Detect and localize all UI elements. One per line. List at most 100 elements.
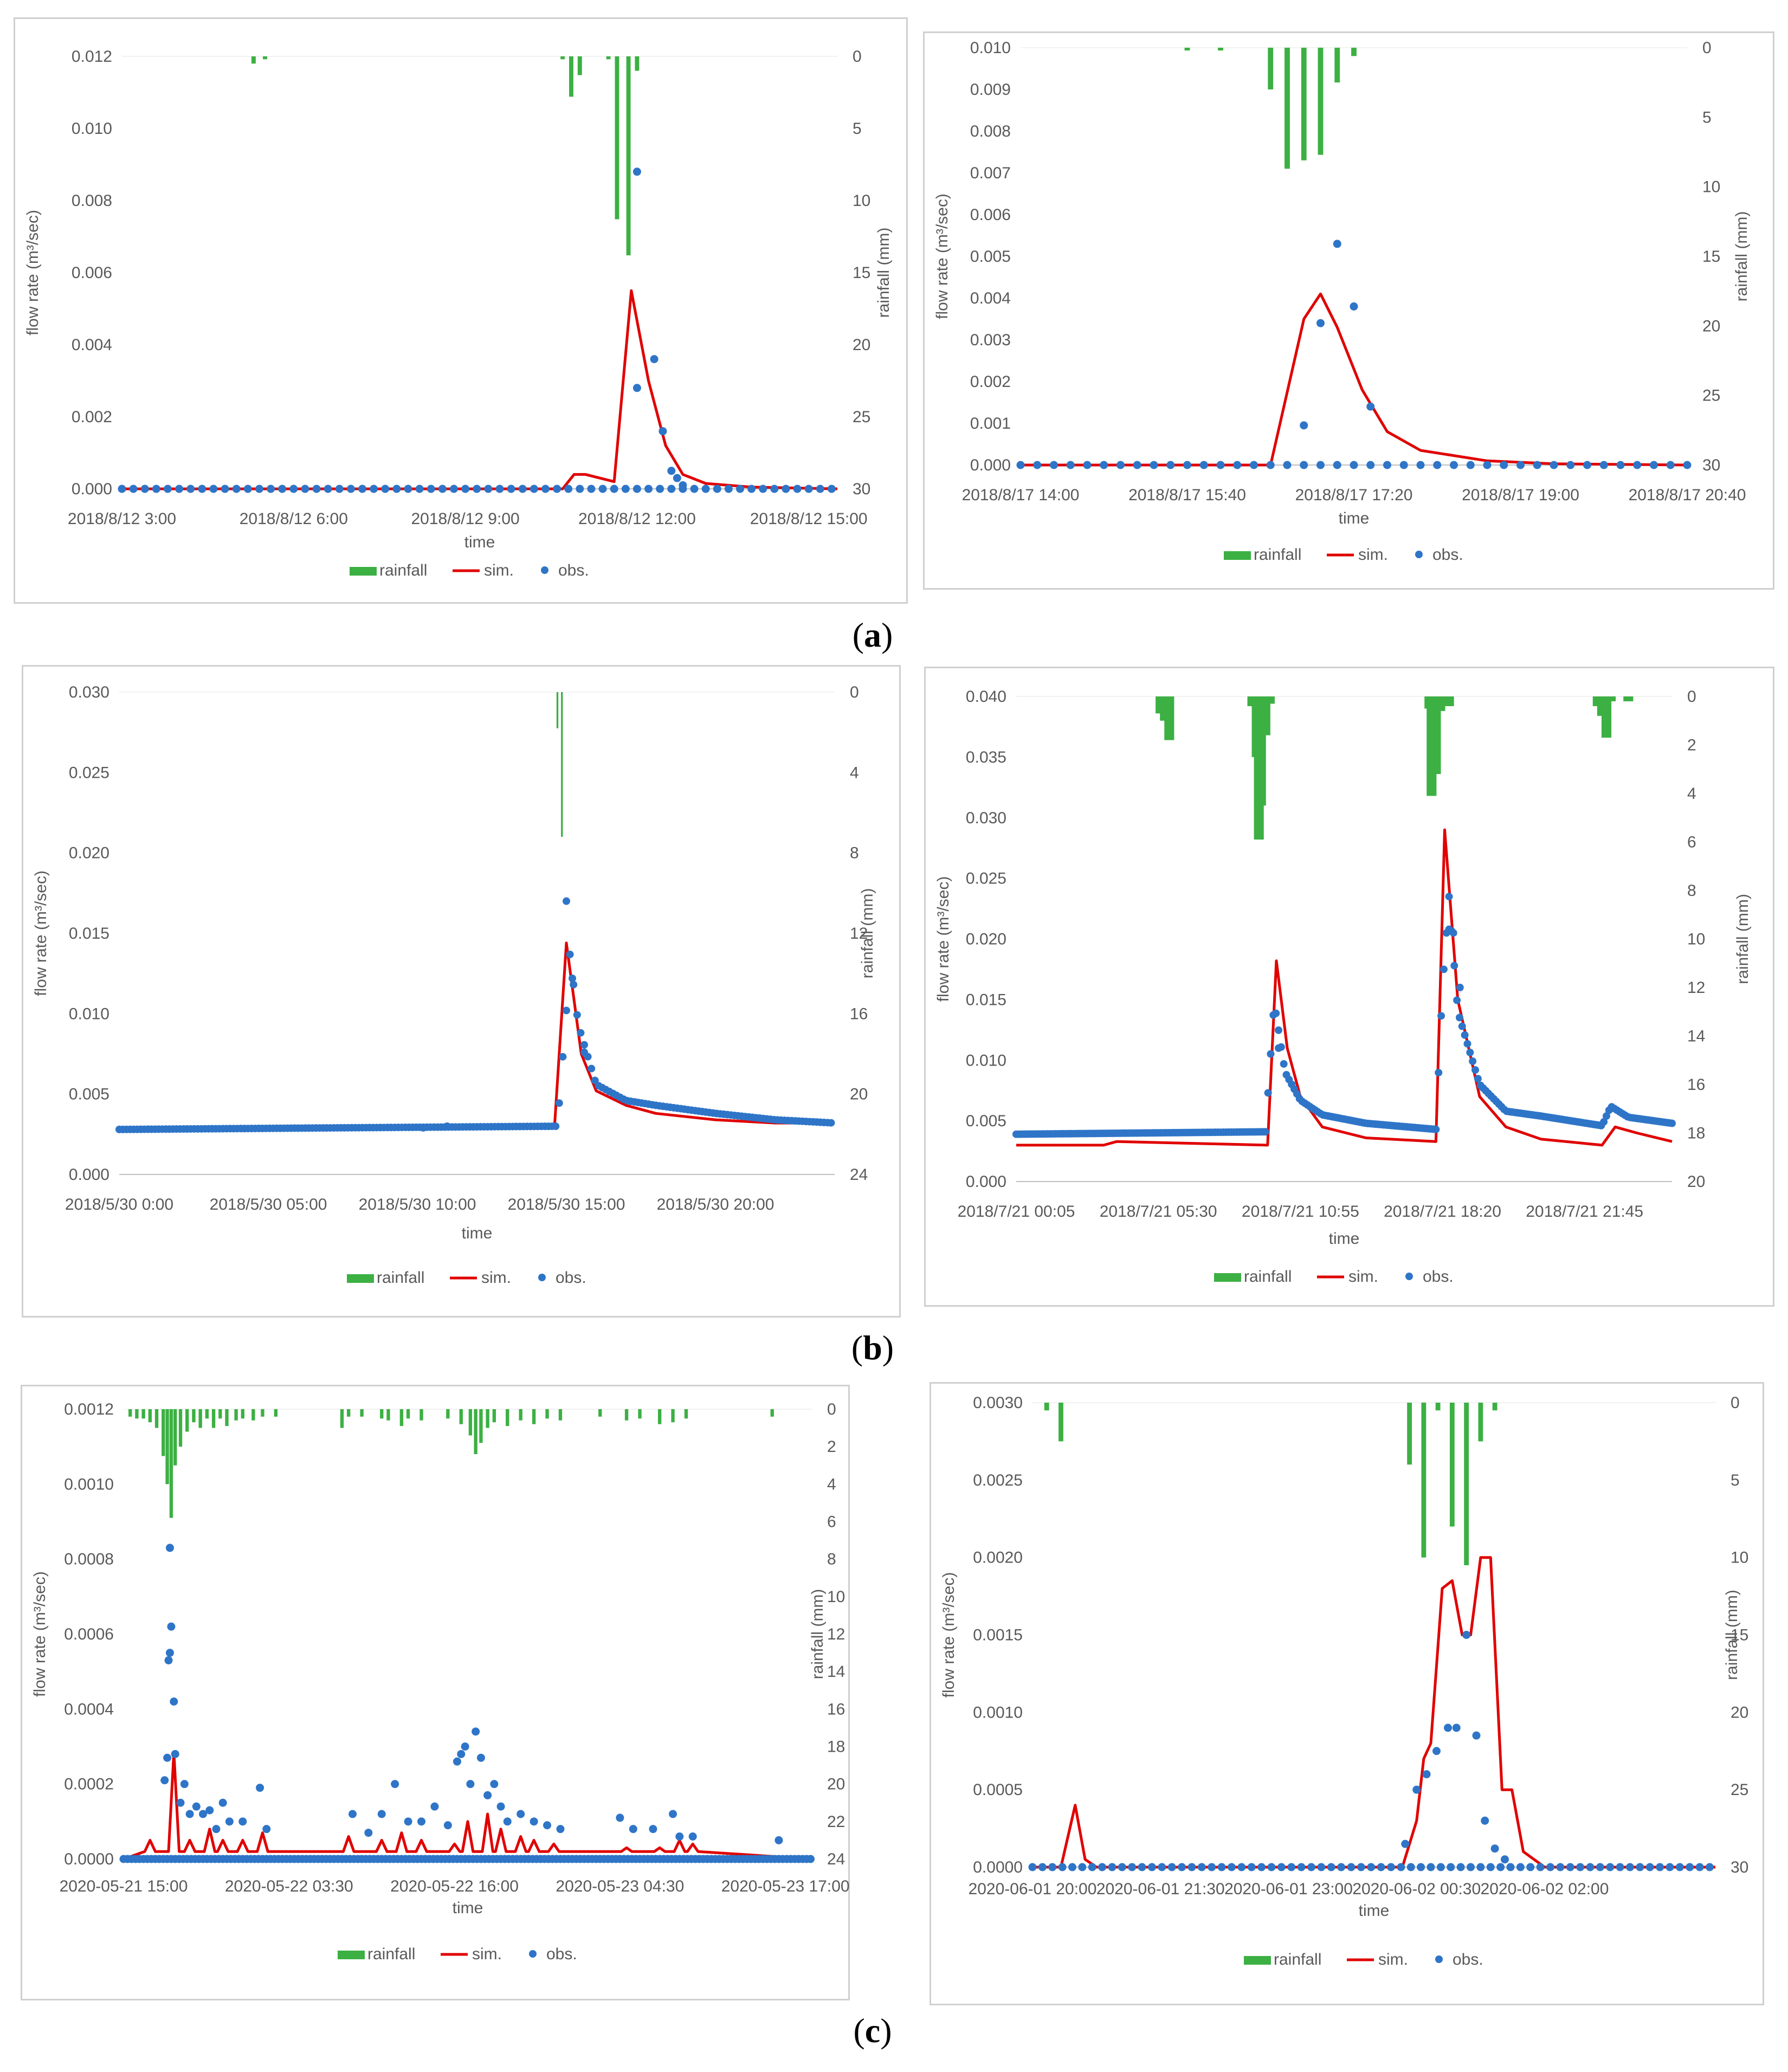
rainfall-bar [148, 1409, 152, 1423]
legend-obs-label: obs. [556, 1269, 586, 1287]
y2-tick-label: 30 [1731, 1858, 1748, 1876]
y-tick-label: 0.004 [970, 289, 1011, 307]
sim-line [1032, 1556, 1715, 1869]
obs-point [1466, 1048, 1474, 1056]
obs-point [659, 427, 667, 436]
y2-tick-label: 8 [850, 844, 859, 862]
rainfall-bar [1492, 1403, 1497, 1411]
obs-point [473, 485, 481, 493]
rainfall-bar [198, 1409, 202, 1428]
obs-point [1449, 929, 1457, 937]
y2-tick-label: 0 [850, 683, 859, 701]
rainfall-bar [479, 1409, 483, 1443]
obs-point [669, 1810, 677, 1818]
obs-point [348, 1810, 357, 1818]
rainfall-bar [234, 1409, 238, 1421]
obs-point [1444, 1724, 1452, 1732]
x-tick-label: 2018/5/30 0:00 [65, 1196, 173, 1213]
rainfall-bar [459, 1409, 463, 1424]
obs-point [1576, 1863, 1585, 1871]
legend-rainfall-label: rainfall [1244, 1268, 1292, 1286]
legend-sim-label: sim. [481, 1269, 511, 1287]
chart-a1: 0.000 0.002 0.004 0.006 0.008 0.010 0.012 0 5 10 1… [24, 48, 893, 579]
obs-point [163, 485, 172, 493]
y2-tick-label: 10 [1702, 178, 1720, 196]
obs-point [1133, 461, 1141, 469]
obs-point [816, 485, 824, 493]
obs-point [1128, 1863, 1137, 1871]
obs-point [392, 485, 401, 493]
obs-point [1247, 1863, 1256, 1871]
rainfall-bar [340, 1409, 344, 1428]
y-tick-label: 0.0015 [973, 1626, 1023, 1644]
obs-point [1466, 461, 1475, 469]
obs-point [827, 485, 836, 493]
obs-point [1033, 461, 1042, 469]
y2-tick-label: 25 [1731, 1781, 1748, 1799]
obs-point [1422, 1770, 1431, 1779]
y-tick-label: 0.0006 [64, 1625, 114, 1643]
obs-point [1496, 1863, 1505, 1871]
obs-point [1417, 1863, 1425, 1871]
y-tick-label: 0.003 [970, 331, 1011, 349]
y-tick-label: 0.005 [970, 248, 1011, 266]
rainfall-bar [1464, 1403, 1469, 1565]
y-tick-label: 0.006 [72, 264, 112, 282]
obs-point [1437, 1012, 1445, 1020]
obs-point [650, 355, 659, 364]
obs-point [1038, 1863, 1047, 1871]
obs-point [1208, 1863, 1216, 1871]
rainfall-bar [1431, 696, 1441, 774]
legend-obs-swatch [1415, 551, 1423, 558]
y2-tick-label: 12 [1687, 979, 1705, 997]
rainfall-bar [1601, 696, 1612, 738]
x-tick-label: 2018/7/21 18:20 [1384, 1203, 1501, 1221]
obs-point [503, 1817, 512, 1826]
y-tick-label: 0.035 [966, 748, 1006, 766]
obs-point [1556, 1863, 1565, 1871]
obs-point [517, 1810, 525, 1818]
y2-tick-label: 4 [850, 764, 859, 782]
obs-point [391, 1780, 399, 1789]
chart-panel-b-left [22, 665, 901, 1318]
obs-point [472, 1727, 480, 1736]
rainfall-bar [380, 1409, 384, 1419]
legend-obs-label: obs. [1423, 1268, 1454, 1286]
obs-point [490, 1780, 499, 1789]
x-axis-label: time [1359, 1902, 1390, 1920]
obs-point [541, 485, 550, 493]
obs-point [1138, 1863, 1146, 1871]
rainfall-bar [519, 1409, 522, 1421]
x-axis-label: time [464, 533, 495, 551]
y-tick-label: 0.030 [69, 683, 109, 701]
obs-point [461, 1742, 469, 1751]
obs-point [577, 1029, 585, 1037]
y-tick-label: 0.020 [966, 931, 1006, 948]
rainfall-bar [569, 56, 573, 97]
rainfall-bar [185, 1409, 189, 1432]
obs-point [507, 485, 515, 493]
y2-axis-label: rainfall (mm) [1733, 211, 1751, 302]
obs-point [569, 974, 576, 983]
x-tick-label: 2020-05-21 15:00 [60, 1877, 188, 1895]
x-tick-label: 2018/7/21 21:45 [1526, 1203, 1643, 1221]
obs-point [165, 1649, 174, 1657]
rainfall-bar [684, 1409, 688, 1419]
obs-point [443, 1821, 452, 1830]
obs-point [1257, 1863, 1266, 1871]
obs-point [1599, 461, 1608, 469]
obs-point [1546, 1863, 1554, 1871]
obs-point [598, 485, 607, 493]
rainfall-bar [225, 1409, 229, 1426]
chart-panel-b-right [924, 667, 1774, 1307]
obs-point [530, 485, 538, 493]
y2-tick-label: 8 [827, 1551, 836, 1568]
y-tick-label: 0.0004 [64, 1700, 114, 1718]
rainfall-bar [1421, 1403, 1426, 1558]
chart-panel-a-right [923, 31, 1774, 590]
obs-point [1347, 1863, 1355, 1871]
rainfall-bar [251, 1409, 255, 1421]
obs-point [1452, 1724, 1461, 1732]
obs-point [1516, 1863, 1525, 1871]
obs-point [1516, 461, 1525, 469]
